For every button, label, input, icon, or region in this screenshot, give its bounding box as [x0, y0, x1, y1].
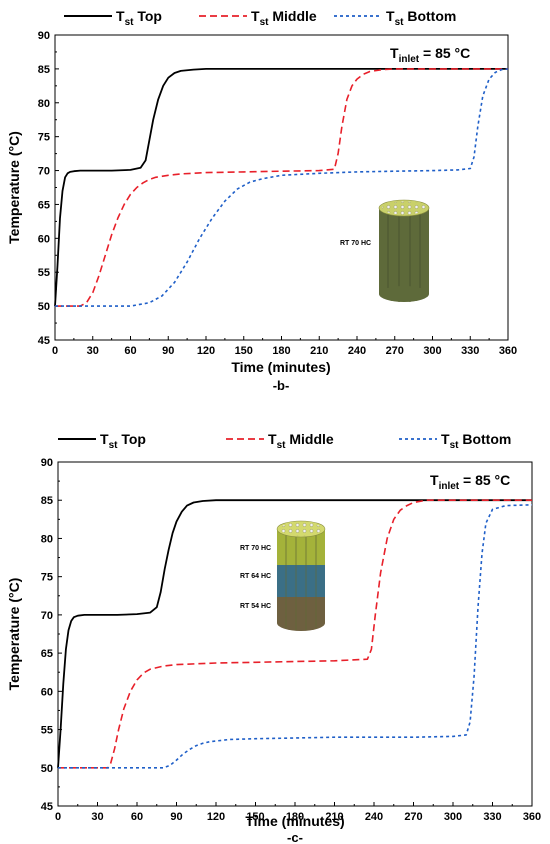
x-tick-label: 330: [483, 811, 501, 823]
x-tick-label: 0: [52, 345, 58, 357]
y-tick-label: 45: [41, 801, 53, 813]
inset-pcm-label-c-2: RT 54 HC: [240, 603, 271, 610]
y-tick-label: 60: [41, 686, 53, 698]
y-tick-label: 45: [38, 335, 50, 347]
y-tick-label: 70: [38, 166, 50, 178]
series-group-b: [54, 68, 509, 307]
y-tick-label: 90: [41, 457, 53, 469]
chart-panel-c: Tst Top Tst Middle Tst Bottom 0 30 60 90 120…: [6, 431, 541, 844]
y-tick-label: 85: [38, 64, 50, 76]
series-line-top: [54, 68, 508, 307]
x-tick-label: 120: [197, 345, 215, 357]
legend-label-middle: Tst Middle: [251, 8, 317, 28]
y-tick-label: 65: [38, 199, 50, 211]
x-tick-label: 90: [170, 811, 182, 823]
x-tick-label: 120: [207, 811, 225, 823]
x-tick-label: 210: [325, 811, 343, 823]
storage-tank-inset-c: RT 70 HC RT 64 HC RT 54 HC: [240, 520, 326, 631]
legend-label-bottom: Tst Bottom: [441, 431, 511, 451]
x-tick-label: 0: [55, 811, 61, 823]
y-axis-title-b: Temperature (°C): [6, 131, 22, 244]
legend-label-bottom: Tst Bottom: [386, 8, 456, 28]
inset-pcm-label-c-1: RT 64 HC: [240, 573, 271, 580]
y-tick-label: 50: [38, 301, 50, 313]
x-tick-label: 330: [461, 345, 479, 357]
series-line-bottom: [55, 68, 509, 307]
plot-frame-c: [57, 461, 533, 807]
legend-b: Tst Top Tst Middle Tst Bottom: [64, 8, 456, 28]
x-axis-title-b: Time (minutes): [231, 359, 330, 375]
y-tick-label: 55: [41, 725, 53, 737]
inlet-annotation-b: Tinlet = 85 °C: [390, 45, 470, 65]
series-line-top: [57, 499, 532, 768]
x-tick-label: 150: [235, 345, 253, 357]
y-tick-label: 85: [41, 495, 53, 507]
inset-pcm-label-b-0: RT 70 HC: [340, 240, 371, 247]
x-tick-label: 270: [404, 811, 422, 823]
x-tick-label: 360: [499, 345, 517, 357]
chart-panel-b: Tst Top Tst Middle Tst Bottom 0 30 60 90 120…: [6, 8, 517, 393]
x-tick-label: 60: [124, 345, 136, 357]
panel-label-b: -b-: [273, 378, 290, 393]
legend-c: Tst Top Tst Middle Tst Bottom: [58, 431, 511, 451]
legend-label-top: Tst Top: [116, 8, 162, 28]
legend-label-middle: Tst Middle: [268, 431, 334, 451]
y-tick-label: 90: [38, 30, 50, 42]
inlet-annotation-c: Tinlet = 85 °C: [430, 472, 510, 492]
panel-label-c: -c-: [287, 830, 303, 844]
series-group-c: [57, 499, 533, 769]
y-axis-title-c: Temperature (°C): [6, 578, 22, 691]
y-tick-label: 75: [38, 132, 50, 144]
x-tick-label: 270: [386, 345, 404, 357]
x-tick-label: 300: [423, 345, 441, 357]
y-tick-label: 80: [38, 98, 50, 110]
y-tick-label: 75: [41, 572, 53, 584]
x-tick-label: 30: [91, 811, 103, 823]
x-tick-label: 90: [162, 345, 174, 357]
axis-ticks-b: 0 30 60 90 120 150 180 210 240 270 300 330 360 45 50 55…: [38, 30, 517, 357]
x-tick-label: 240: [348, 345, 366, 357]
x-tick-label: 30: [87, 345, 99, 357]
legend-label-top: Tst Top: [100, 431, 146, 451]
y-tick-label: 60: [38, 233, 50, 245]
storage-tank-inset-b: RT 70 HC: [340, 199, 430, 302]
y-tick-label: 50: [41, 763, 53, 775]
x-tick-label: 180: [272, 345, 290, 357]
x-tick-label: 60: [131, 811, 143, 823]
x-tick-label: 210: [310, 345, 328, 357]
x-tick-label: 240: [365, 811, 383, 823]
plot-frame-b: [54, 34, 509, 341]
series-line-middle: [58, 499, 532, 769]
x-tick-label: 180: [286, 811, 304, 823]
y-tick-label: 70: [41, 610, 53, 622]
y-tick-label: 80: [41, 533, 53, 545]
y-tick-label: 65: [41, 648, 53, 660]
inset-pcm-label-c-0: RT 70 HC: [240, 545, 271, 552]
axis-ticks-c: 0 30 60 90 120 150 180 210 240 270 300 330 360 45 50 55…: [41, 457, 541, 823]
x-axis-title-c: Time (minutes): [245, 813, 344, 829]
y-tick-label: 55: [38, 267, 50, 279]
series-line-middle: [55, 68, 508, 307]
x-tick-label: 300: [444, 811, 462, 823]
x-tick-label: 150: [246, 811, 264, 823]
x-tick-label: 360: [523, 811, 541, 823]
